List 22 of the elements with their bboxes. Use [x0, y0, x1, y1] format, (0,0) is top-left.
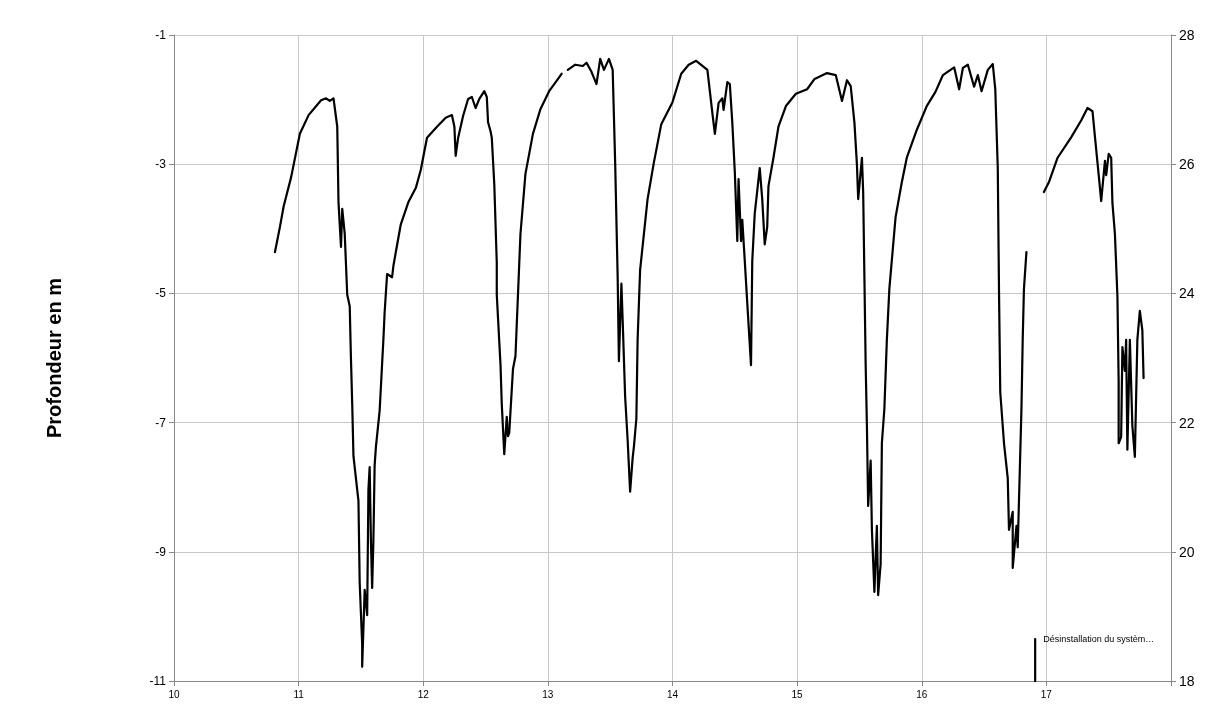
- series-label: Désinstallation du systèm…: [1043, 634, 1155, 645]
- y-tick-label: -1: [155, 28, 167, 42]
- y2-tick-label: 28: [1179, 27, 1195, 43]
- y-tick-label: -11: [149, 674, 167, 688]
- y2-tick-label: 24: [1179, 285, 1195, 302]
- x-tick-label: 13: [542, 688, 554, 700]
- x-tick-label: 12: [417, 688, 430, 700]
- x-tick-label: 15: [791, 688, 804, 700]
- x-tick-label: 14: [666, 688, 679, 700]
- y2-tick-label: 22: [1179, 414, 1195, 431]
- x-tick-label: 11: [293, 688, 305, 700]
- y-axis-title: Profondeur en m: [43, 277, 65, 439]
- y2-tick-label: 18: [1179, 673, 1195, 689]
- y-tick-label: -9: [155, 544, 167, 559]
- y2-tick-label: 20: [1179, 543, 1195, 560]
- y-tick-label: -7: [155, 415, 167, 430]
- x-tick-label: 10: [168, 688, 180, 700]
- x-tick-label: 16: [916, 688, 928, 700]
- x-tick-label: 17: [1040, 688, 1053, 700]
- y2-tick-label: 26: [1179, 156, 1195, 173]
- y-tick-label: -3: [155, 157, 167, 172]
- y-tick-label: -5: [155, 286, 167, 301]
